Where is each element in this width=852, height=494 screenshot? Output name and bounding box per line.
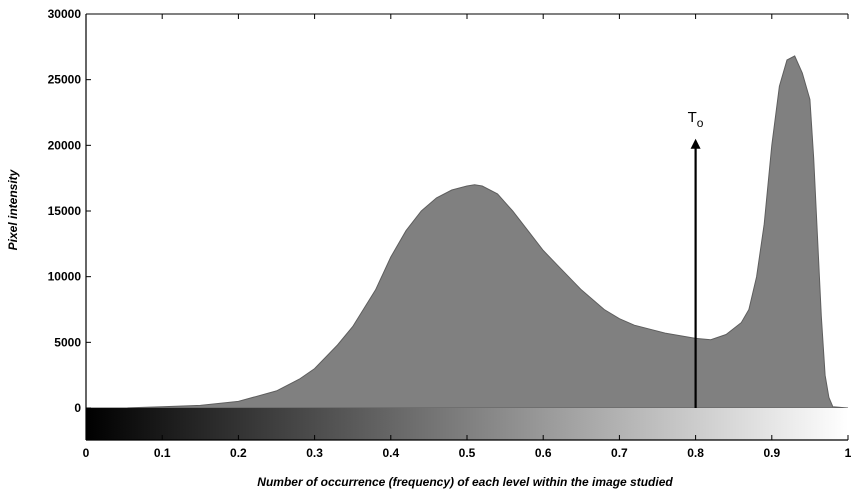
x-tick-label: 0.8 bbox=[687, 446, 704, 460]
x-tick-label: 0.9 bbox=[763, 446, 780, 460]
x-axis-title: Number of occurrence (frequency) of each… bbox=[257, 475, 673, 489]
plot-area bbox=[86, 55, 849, 409]
y-tick-label: 25000 bbox=[48, 73, 82, 87]
colorbar bbox=[86, 408, 848, 440]
axes: 0 5000 10000 15000 20000 25000 30000 0 0.1 0.2 0.3… bbox=[48, 7, 852, 460]
colorbar-gradient bbox=[86, 408, 848, 440]
threshold-arrowhead bbox=[690, 138, 701, 149]
y-tick-label: 20000 bbox=[48, 138, 82, 152]
y-tick-label: 15000 bbox=[48, 204, 82, 218]
x-tick-label: 0.4 bbox=[382, 446, 399, 460]
y-tick-label: 5000 bbox=[54, 335, 81, 349]
x-tick-label: 0 bbox=[83, 446, 90, 460]
threshold-label: To bbox=[688, 109, 704, 130]
histogram-area bbox=[86, 55, 849, 409]
x-tick-label: 0.3 bbox=[306, 446, 323, 460]
x-tick-label: 0.2 bbox=[230, 446, 247, 460]
y-axis-title: Pixel intensity bbox=[6, 168, 20, 250]
x-tick-label: 0.7 bbox=[611, 446, 628, 460]
x-tick-label: 1 bbox=[845, 446, 852, 460]
x-tick-label: 0.5 bbox=[459, 446, 476, 460]
y-tick-label: 0 bbox=[74, 401, 81, 415]
x-tick-label: 0.6 bbox=[535, 446, 552, 460]
x-tick-label: 0.1 bbox=[154, 446, 171, 460]
annotations: To bbox=[688, 109, 704, 408]
y-tick-label: 30000 bbox=[48, 7, 82, 21]
y-tick-label: 10000 bbox=[48, 270, 82, 284]
